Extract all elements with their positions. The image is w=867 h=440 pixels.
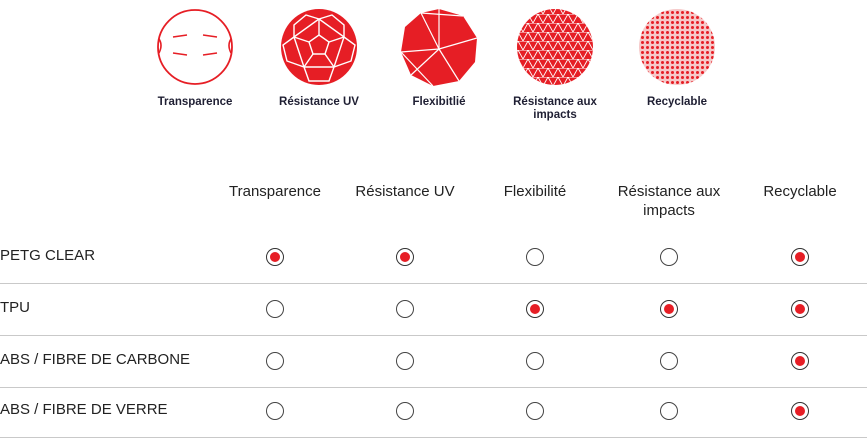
radio-resistance-uv[interactable] [396, 300, 414, 318]
radio-resistance-impacts[interactable] [660, 300, 678, 318]
column-header-resistance-uv: Résistance UV [355, 183, 455, 200]
radio-transparence[interactable] [266, 300, 284, 318]
row-divider [0, 283, 867, 284]
table-row: TPU [0, 284, 867, 336]
row-label-petg-clear: PETG CLEAR [0, 247, 96, 264]
transparent-sphere-icon [153, 5, 237, 89]
table-row: ABS / FIBRE DE CARBONE [0, 336, 867, 388]
table-row: ABS / FIBRE DE VERRE [0, 386, 867, 438]
column-header-flexibilite: Flexibilité [503, 183, 567, 200]
radio-flexibilite[interactable] [526, 352, 544, 370]
column-header-recyclable: Recyclable [763, 183, 837, 200]
radio-transparence[interactable] [266, 402, 284, 420]
legend-label-transparence: Transparence [157, 96, 233, 108]
table-row: PETG CLEAR [0, 232, 867, 284]
row-divider [0, 335, 867, 336]
geodesic-sphere-icon [513, 5, 597, 89]
row-label-abs-fibre-carbone: ABS / FIBRE DE CARBONE [0, 351, 191, 368]
row-label-tpu: TPU [0, 299, 30, 316]
dotted-sphere-icon [635, 5, 719, 89]
legend-label-flexibilite: Flexibitlié [412, 96, 466, 108]
radio-recyclable[interactable] [791, 352, 809, 370]
legend-label-recyclable: Recyclable [646, 96, 708, 108]
radio-transparence[interactable] [266, 248, 284, 266]
radio-recyclable[interactable] [791, 248, 809, 266]
radio-resistance-impacts[interactable] [660, 402, 678, 420]
legend-label-resistance-impacts: Résistance aux impacts [513, 96, 597, 121]
row-divider [0, 387, 867, 388]
column-header-resistance-impacts: Résistance aux impacts [617, 183, 721, 219]
radio-flexibilite[interactable] [526, 300, 544, 318]
legend-label-resistance-uv: Résistance UV [279, 96, 359, 108]
radio-recyclable[interactable] [791, 300, 809, 318]
radio-flexibilite[interactable] [526, 402, 544, 420]
row-label-abs-fibre-verre: ABS / FIBRE DE VERRE [0, 401, 168, 418]
radio-flexibilite[interactable] [526, 248, 544, 266]
radio-resistance-uv[interactable] [396, 248, 414, 266]
material-properties-legend: Transparence Résistance UV Flexibitlié R… [0, 0, 867, 140]
row-divider [0, 437, 867, 438]
radio-resistance-impacts[interactable] [660, 352, 678, 370]
radio-transparence[interactable] [266, 352, 284, 370]
radio-resistance-uv[interactable] [396, 402, 414, 420]
faceted-polygon-icon [397, 5, 481, 89]
radio-resistance-impacts[interactable] [660, 248, 678, 266]
radio-resistance-uv[interactable] [396, 352, 414, 370]
column-header-transparence: Transparence [229, 183, 321, 200]
radio-recyclable[interactable] [791, 402, 809, 420]
soccer-ball-sphere-icon [277, 5, 361, 89]
